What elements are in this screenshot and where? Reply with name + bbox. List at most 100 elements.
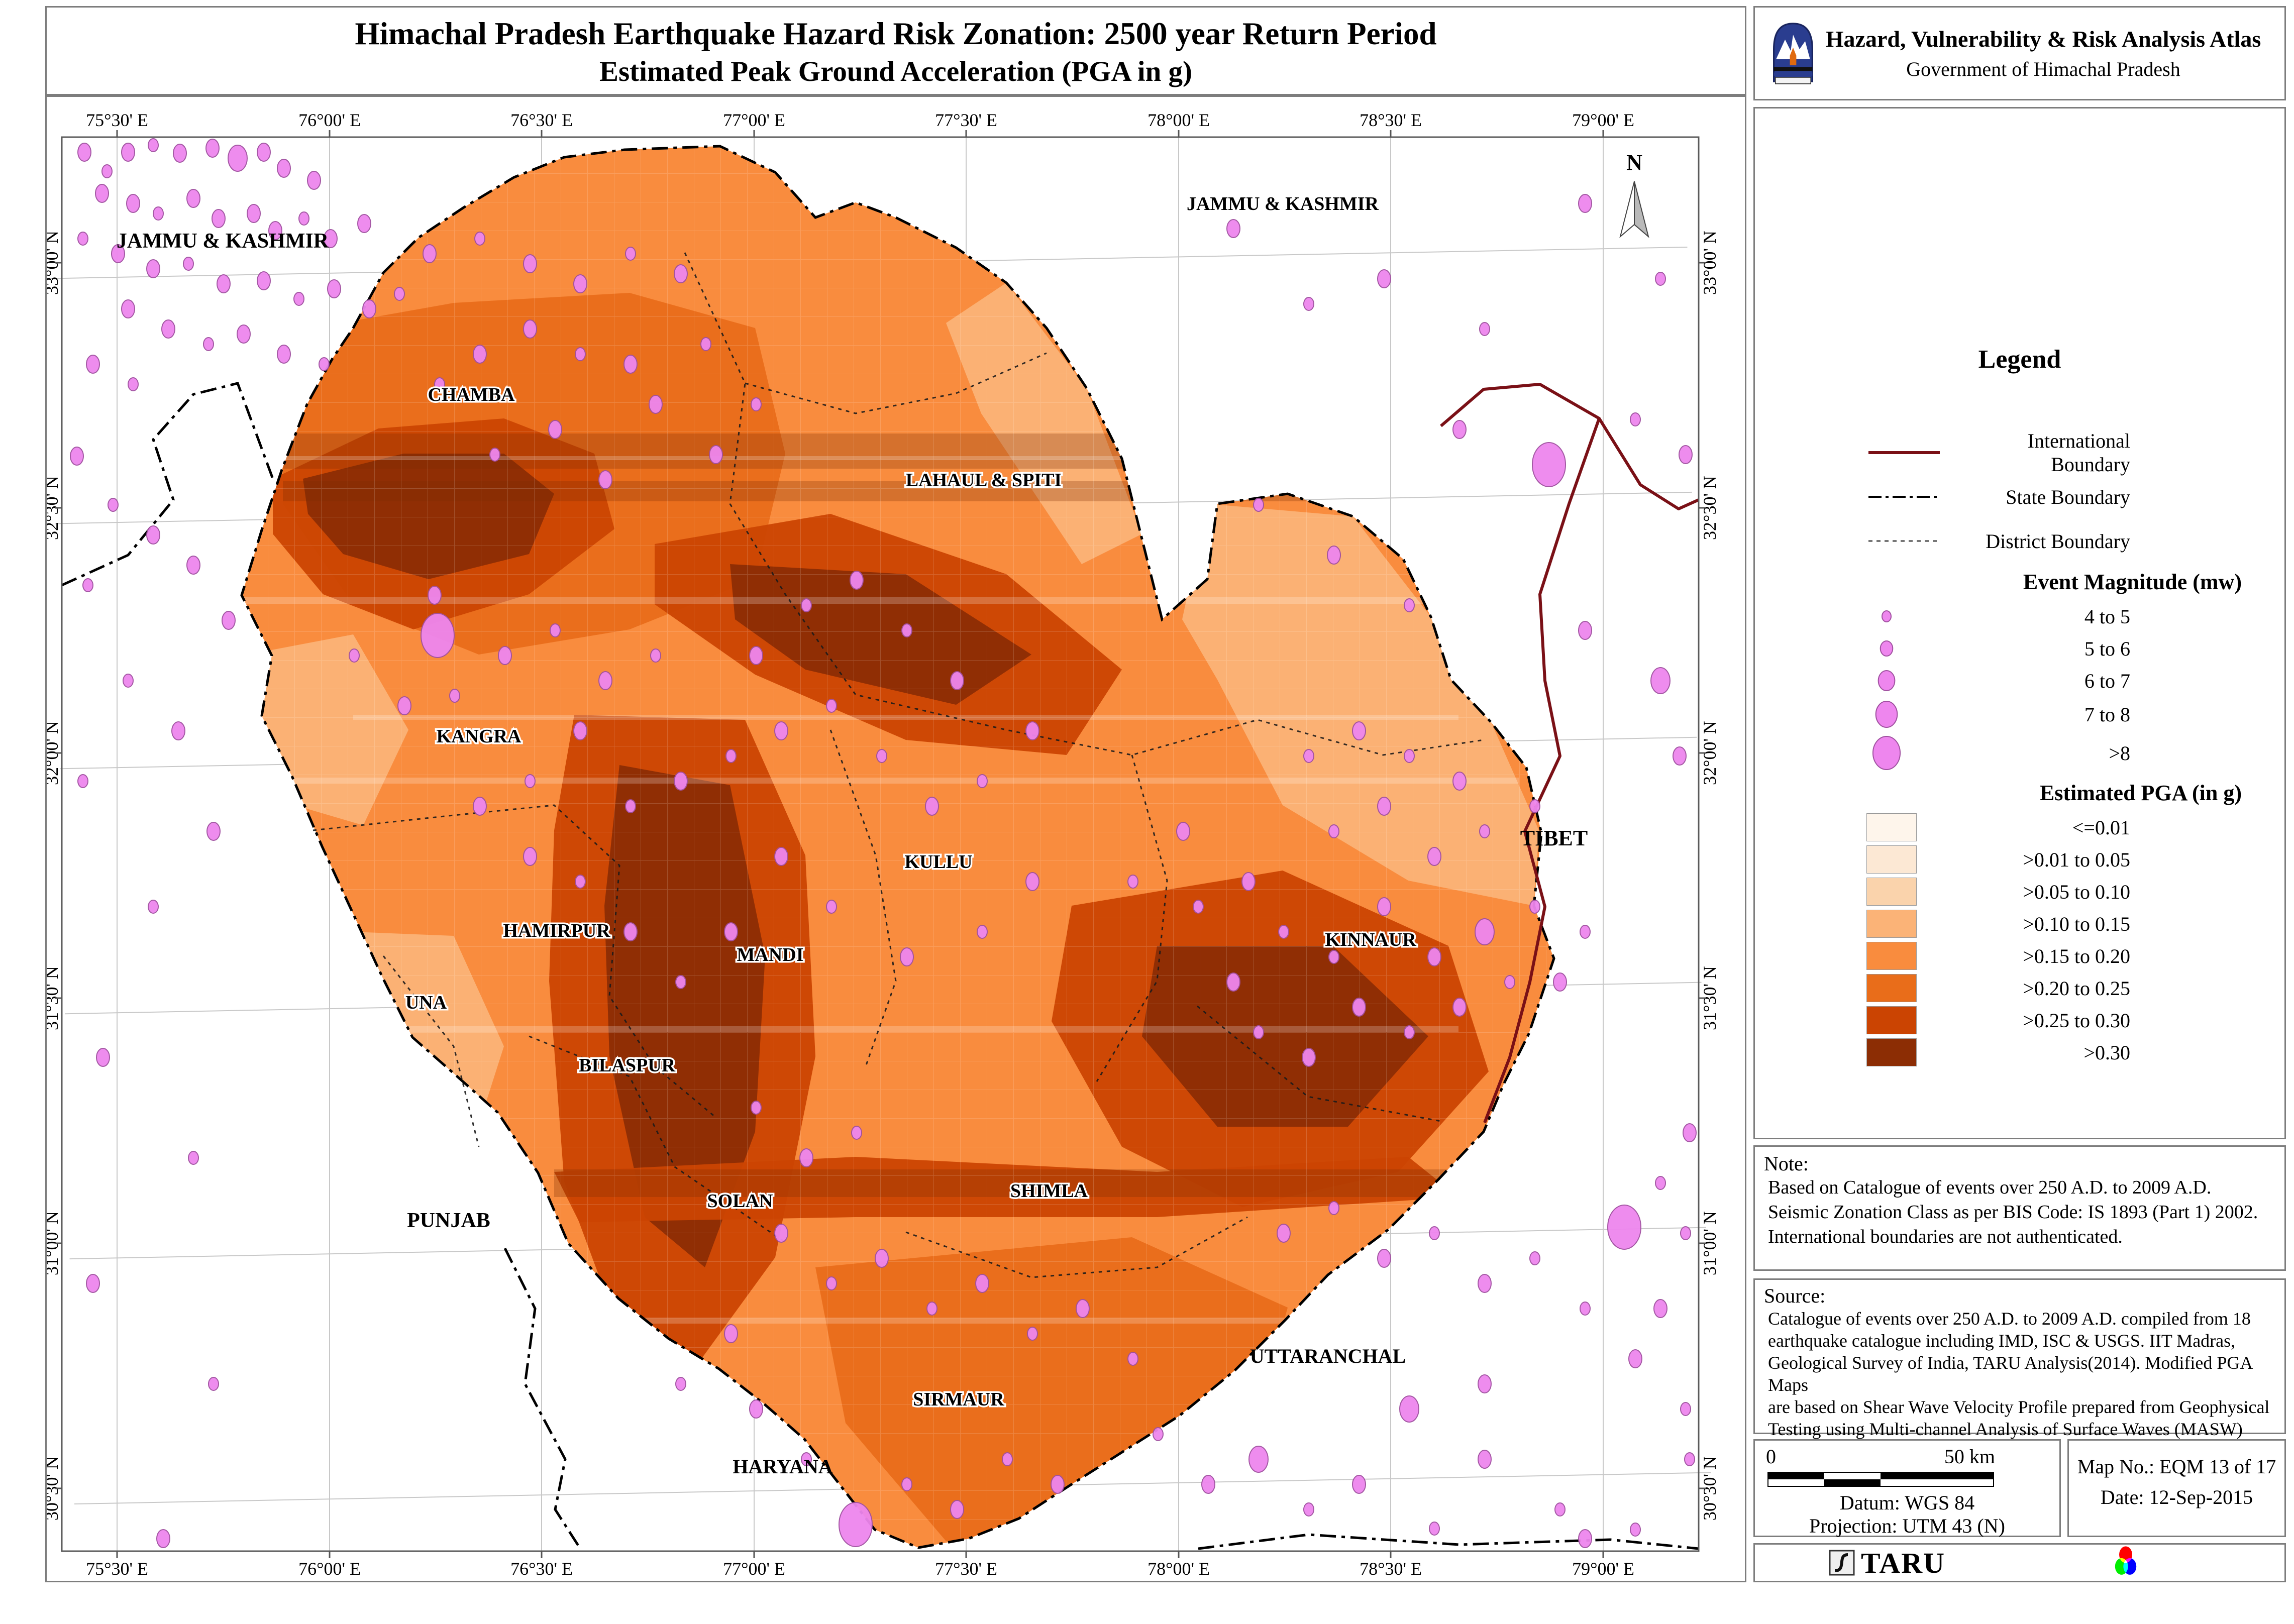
event-marker (362, 299, 376, 318)
event-marker (1580, 1302, 1591, 1316)
event-marker (1429, 1522, 1440, 1536)
event-marker (1452, 772, 1467, 791)
event-marker (749, 646, 763, 665)
event-marker (95, 184, 109, 203)
legend-item-label: >8 (2109, 741, 2130, 765)
event-marker (1529, 900, 1540, 914)
region-label: TIBET (1520, 826, 1588, 850)
event-marker (1226, 972, 1240, 992)
event-marker (228, 145, 248, 172)
event-marker (77, 232, 88, 246)
event-marker (1427, 847, 1441, 866)
event-marker (1479, 824, 1490, 838)
event-marker (86, 355, 100, 374)
event-marker (161, 319, 175, 339)
longitude-axis-label: 75°30' E (86, 1559, 148, 1579)
event-marker (1679, 445, 1693, 464)
event-magnitude-heading: Event Magnitude (mw) (2023, 569, 2242, 594)
event-markers (70, 138, 1697, 1548)
event-marker (86, 1274, 100, 1293)
legend-item: <=0.01 (1755, 811, 2284, 843)
event-marker (319, 357, 330, 371)
event-marker (1302, 1048, 1316, 1067)
event-marker (575, 347, 586, 361)
note-heading: Note: (1764, 1152, 1809, 1175)
longitude-axis-label: 76°30' E (510, 110, 573, 130)
event-marker (700, 337, 711, 351)
region-label: UTTARANCHAL (1250, 1345, 1406, 1367)
legend-item-label: >0.15 to 0.20 (2023, 944, 2130, 967)
state-boundary (503, 1247, 582, 1550)
event-marker (171, 721, 185, 740)
event-marker (625, 247, 636, 261)
legend-item-label: >0.05 to 0.10 (2023, 880, 2130, 903)
event-marker (548, 420, 562, 439)
event-marker (1253, 498, 1264, 512)
event-marker (121, 143, 135, 162)
event-marker (108, 498, 119, 512)
event-marker (623, 922, 638, 941)
event-marker (268, 221, 282, 240)
region-label: BILASPUR (579, 1055, 676, 1076)
legend-item-label: >0.10 to 0.15 (2023, 912, 2130, 935)
event-marker (293, 292, 304, 306)
event-marker (277, 159, 291, 178)
event-marker (900, 947, 914, 966)
longitude-axis-label: 77°30' E (935, 1559, 997, 1579)
district-boundary (382, 955, 480, 1147)
event-marker (1653, 1299, 1667, 1318)
event-marker (247, 204, 261, 223)
event-marker (850, 571, 864, 590)
event-marker (623, 355, 638, 374)
longitude-axis-label: 79°00' E (1572, 110, 1634, 130)
event-marker (1478, 1274, 1492, 1293)
event-marker (205, 139, 220, 158)
event-marker (1278, 925, 1289, 939)
event-marker (575, 875, 586, 889)
event-marker (257, 271, 271, 290)
event-marker (1377, 897, 1391, 916)
atlas-title: Hazard, Vulnerability & Risk Analysis At… (1825, 26, 2261, 52)
pga-color-swatch (1866, 1038, 1917, 1066)
region-label: CHAMBA (428, 384, 515, 405)
event-marker (101, 164, 113, 178)
district-boundary (684, 252, 1484, 756)
event-marker (1578, 194, 1592, 213)
region-label: SOLAN (707, 1190, 773, 1212)
event-marker (397, 696, 411, 715)
datum-label: Datum: WGS 84 (1839, 1491, 1975, 1514)
event-marker (774, 1224, 788, 1243)
event-marker (1607, 1205, 1641, 1250)
event-marker (153, 206, 164, 221)
event-marker (826, 1276, 837, 1290)
event-marker (1253, 1025, 1264, 1039)
region-label: PUNJAB (407, 1209, 490, 1232)
event-marker (573, 721, 587, 740)
event-marker (1479, 322, 1490, 336)
map-title-line1: Himachal Pradesh Earthquake Hazard Risk … (355, 16, 1437, 51)
event-marker (1352, 998, 1366, 1017)
district-boundary (1197, 1005, 1444, 1123)
legend-item-label: >0.01 to 0.05 (2023, 848, 2130, 871)
region-label: UNA (405, 992, 447, 1013)
event-marker (1002, 1452, 1013, 1466)
longitude-axis-label: 79°00' E (1572, 1559, 1634, 1579)
event-marker (724, 922, 738, 941)
event-marker (1328, 1201, 1339, 1215)
rgb-logo-icon (2111, 1545, 2140, 1581)
event-marker (298, 211, 309, 226)
event-marker (1529, 1251, 1540, 1265)
event-marker (327, 279, 341, 298)
event-marker (925, 797, 939, 816)
magnitude-circle-icon (1878, 670, 1896, 691)
event-marker (1452, 998, 1467, 1017)
event-marker (1328, 824, 1339, 838)
legend-item: State Boundary (1755, 475, 2284, 519)
note-line: International boundaries are not authent… (1768, 1226, 2123, 1247)
longitude-axis-label: 76°00' E (298, 1559, 361, 1579)
event-marker (1578, 1529, 1592, 1548)
map-title-box: Himachal Pradesh Earthquake Hazard Risk … (45, 6, 1746, 95)
district-boundary (1096, 754, 1168, 1082)
event-marker (1399, 1395, 1419, 1423)
event-marker (212, 209, 226, 228)
